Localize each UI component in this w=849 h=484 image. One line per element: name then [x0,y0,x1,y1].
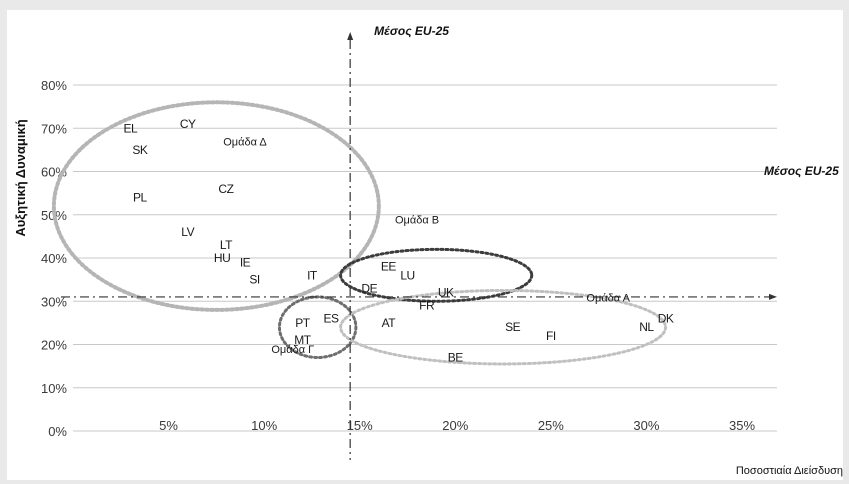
x-axis-label: Ποσοστιαία Διείσδυση [736,465,843,477]
vertical-mean-arrow [347,32,354,40]
y-tick-label: 80% [41,78,67,93]
cluster-label: Ομάδα Γ [271,344,314,356]
country-point: IE [240,255,251,269]
cluster-ellipse [339,288,668,366]
cluster-label: Ομάδα Δ [223,137,267,149]
y-axis-label: Αυξητική Δυναμική [13,119,28,236]
country-point: CY [180,117,196,131]
country-point: MT [294,333,311,347]
y-tick-label: 40% [41,251,67,266]
country-point: CZ [218,182,233,196]
cluster-ellipse [277,295,358,359]
country-point: SE [505,320,521,334]
y-tick-label: 70% [41,121,67,136]
country-point: LV [181,225,194,239]
cluster-ellipses [51,100,668,366]
vertical-mean-label: Μέσος EU-25 [374,24,449,38]
country-point: HU [214,251,230,265]
gridlines [73,84,777,432]
country-point: DK [658,312,674,326]
country-point: PT [295,316,311,330]
country-point: SI [249,273,260,287]
horizontal-mean-label: Μέσος EU-25 [764,164,839,178]
x-tick-label: 15% [347,418,373,433]
y-tick-label: 20% [41,338,67,353]
y-tick-label: 0% [48,424,67,439]
x-axis-ticks: 5% 10% 15% 20% 25% 30% 35% [159,418,755,433]
cluster-ellipse [339,247,534,303]
country-point: BE [448,350,464,364]
country-point: EL [123,121,138,135]
country-point: AT [382,316,397,330]
cluster-label: Ομάδα Β [395,214,439,226]
country-point: UK [438,286,454,300]
chart-canvas: 0% 10% 20% 30% 40% 50% 60% 70% 80% 5% 10% 15% 20% 25… [7,10,843,480]
country-point: SK [132,143,148,157]
x-tick-label: 30% [633,418,659,433]
x-tick-label: 10% [251,418,277,433]
x-tick-label: 25% [538,418,564,433]
country-point: LT [220,238,233,252]
country-point: IT [307,268,318,282]
country-point: DE [361,281,377,295]
country-point: FI [546,329,556,343]
scatter-chart: 0%10%20%30%40%50%60%70%80% 5% 10% 15% 20% 25… [13,24,843,477]
country-point: FR [419,299,435,313]
x-tick-label: 5% [159,418,178,433]
country-point: ES [324,312,340,326]
y-tick-label: 10% [41,381,67,396]
country-point: EE [381,260,397,274]
horizontal-mean-arrow [769,293,777,300]
country-point: PL [133,190,148,204]
country-point: LU [400,268,414,282]
y-axis-ticks: 0%10%20%30%40%50%60%70%80% [41,78,67,439]
mean-reference-lines: Μέσος EU-25 Μέσος EU-25 [61,24,839,460]
y-tick-label: 30% [41,294,67,309]
cluster-label: Ομάδα Α [586,292,630,304]
cluster-ellipse [51,100,381,312]
cluster-labels: Ομάδα Δ Ομάδα Β Ομάδα Γ Ομάδα Α [223,137,630,357]
x-tick-label: 35% [729,418,755,433]
x-tick-label: 20% [442,418,468,433]
country-point: NL [639,320,654,334]
